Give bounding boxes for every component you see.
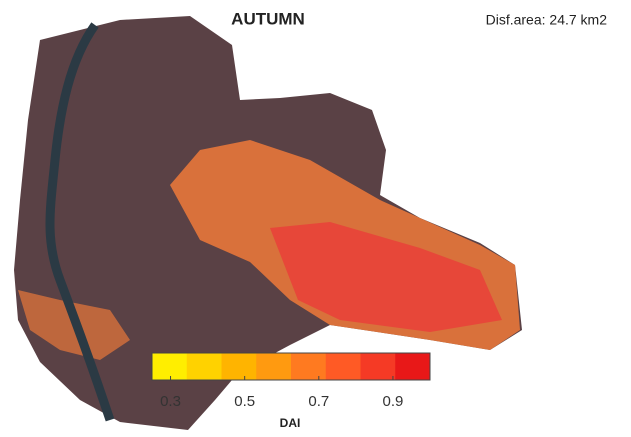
title: AUTUMN [231,9,305,28]
colorbar-label: DAI [280,416,301,430]
colorbar-swatch [360,353,396,380]
map [14,16,522,430]
dai-zone-high [270,222,502,332]
colorbar-tick-label: 0.5 [234,393,255,410]
colorbar-tick-label: 0.9 [383,393,404,410]
colorbar-swatch [221,353,257,380]
colorbar-tick-label: 0.3 [160,393,181,410]
colorbar-swatch [291,353,327,380]
colorbar-swatch [395,353,431,380]
area-note: Disf.area: 24.7 km2 [486,12,608,28]
colorbar-swatch [256,353,292,380]
colorbar-swatch [152,353,188,380]
colorbar-frame [151,352,431,381]
colorbar: 0.3 0.5 0.7 0.9 [151,352,431,410]
colorbar-tick-label: 0.7 [308,393,329,410]
colorbar-swatch [186,353,222,380]
river [45,22,115,422]
colorbar-swatch [325,353,361,380]
